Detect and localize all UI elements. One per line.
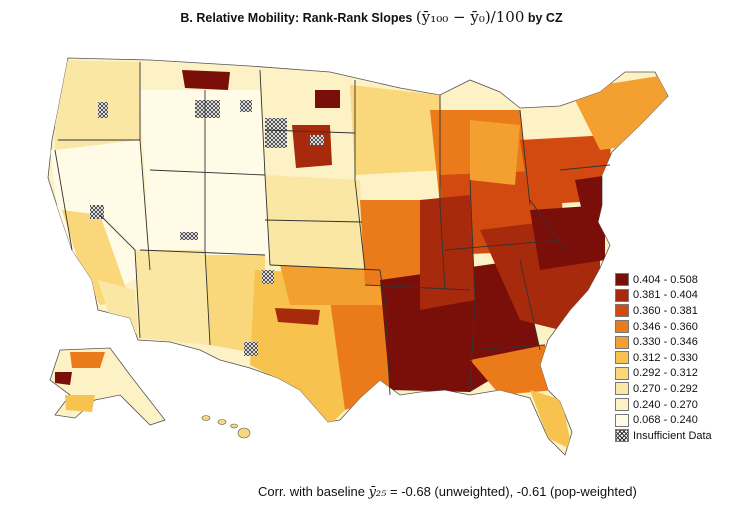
legend-label: 0.346 - 0.360 xyxy=(633,320,698,333)
legend-label: 0.270 - 0.292 xyxy=(633,382,698,395)
region-east-texas xyxy=(330,300,390,410)
insufficient-data-6 xyxy=(262,270,274,284)
alaska-region-dark xyxy=(55,372,72,385)
legend-label: 0.292 - 0.312 xyxy=(633,367,698,380)
legend: 0.404 - 0.508 0.381 - 0.404 0.360 - 0.38… xyxy=(615,272,712,444)
legend-label: 0.240 - 0.270 xyxy=(633,398,698,411)
alaska xyxy=(49,347,166,426)
region-california xyxy=(62,210,130,305)
legend-swatch xyxy=(615,398,629,412)
legend-label-insufficient: Insufficient Data xyxy=(633,429,712,442)
region-oklahoma xyxy=(280,265,385,305)
insufficient-data-9 xyxy=(310,135,324,145)
insufficient-data-1 xyxy=(195,100,220,118)
title-formula: (ȳ₁₀₀ − ȳ₀)/100 xyxy=(415,8,525,26)
legend-item: 0.270 - 0.292 xyxy=(615,381,712,397)
title-suffix: by CZ xyxy=(527,11,563,25)
legend-label: 0.381 - 0.404 xyxy=(633,289,698,302)
footnote-suffix: = -0.68 (unweighted), -0.61 (pop-weighte… xyxy=(389,484,637,499)
legend-swatch xyxy=(615,382,629,396)
region-mississippi-corridor xyxy=(420,195,475,310)
map-title: B. Relative Mobility: Rank-Rank Slopes (… xyxy=(0,8,743,26)
region-northwest xyxy=(55,60,140,150)
insufficient-data-7 xyxy=(244,342,258,356)
region-arizona xyxy=(135,250,210,345)
insufficient-data-5 xyxy=(180,232,198,240)
legend-swatch xyxy=(615,413,629,427)
legend-label: 0.330 - 0.346 xyxy=(633,336,698,349)
legend-swatch xyxy=(615,288,629,302)
legend-swatch xyxy=(615,304,629,318)
legend-item: 0.360 - 0.381 xyxy=(615,303,712,319)
legend-swatch xyxy=(615,366,629,380)
region-southwest-dark xyxy=(275,308,320,325)
region-montana-dark xyxy=(182,70,230,90)
region-new-mexico xyxy=(205,255,265,355)
legend-label: 0.404 - 0.508 xyxy=(633,273,698,286)
legend-label: 0.068 - 0.240 xyxy=(633,414,698,427)
legend-item: 0.068 - 0.240 xyxy=(615,412,712,428)
legend-item: 0.240 - 0.270 xyxy=(615,397,712,413)
footnote-prefix: Corr. with baseline xyxy=(258,484,365,499)
insufficient-data-2 xyxy=(265,118,287,148)
region-north-florida xyxy=(470,345,555,395)
hawaii xyxy=(201,415,251,439)
legend-swatch-hatch xyxy=(615,429,629,443)
alaska-region-light xyxy=(65,395,95,412)
legend-swatch xyxy=(615,351,629,365)
legend-item: 0.404 - 0.508 xyxy=(615,272,712,288)
legend-label: 0.360 - 0.381 xyxy=(633,304,698,317)
state-boundaries xyxy=(54,62,611,396)
legend-swatch xyxy=(615,320,629,334)
legend-swatch xyxy=(615,335,629,349)
insufficient-data-3 xyxy=(240,100,252,112)
cz-regions xyxy=(50,60,668,450)
legend-item-insufficient: Insufficient Data xyxy=(615,428,712,444)
legend-item: 0.292 - 0.312 xyxy=(615,366,712,382)
legend-label: 0.312 - 0.330 xyxy=(633,351,698,364)
insufficient-data-8 xyxy=(98,102,108,118)
region-central-plains xyxy=(265,175,365,270)
region-dakota-dark-2 xyxy=(315,90,340,108)
legend-item: 0.330 - 0.346 xyxy=(615,334,712,350)
legend-item: 0.312 - 0.330 xyxy=(615,350,712,366)
legend-item: 0.381 - 0.404 xyxy=(615,288,712,304)
footnote-variable: ȳ₂₅ xyxy=(368,485,387,500)
legend-item: 0.346 - 0.360 xyxy=(615,319,712,335)
alaska-region-orange xyxy=(70,352,105,368)
title-prefix: B. Relative Mobility: Rank-Rank Slopes xyxy=(180,11,413,25)
region-michigan xyxy=(470,120,520,185)
correlation-footnote: Corr. with baseline ȳ₂₅ = -0.68 (unweigh… xyxy=(258,484,637,500)
legend-swatch xyxy=(615,273,629,287)
region-upper-midwest xyxy=(350,85,445,175)
